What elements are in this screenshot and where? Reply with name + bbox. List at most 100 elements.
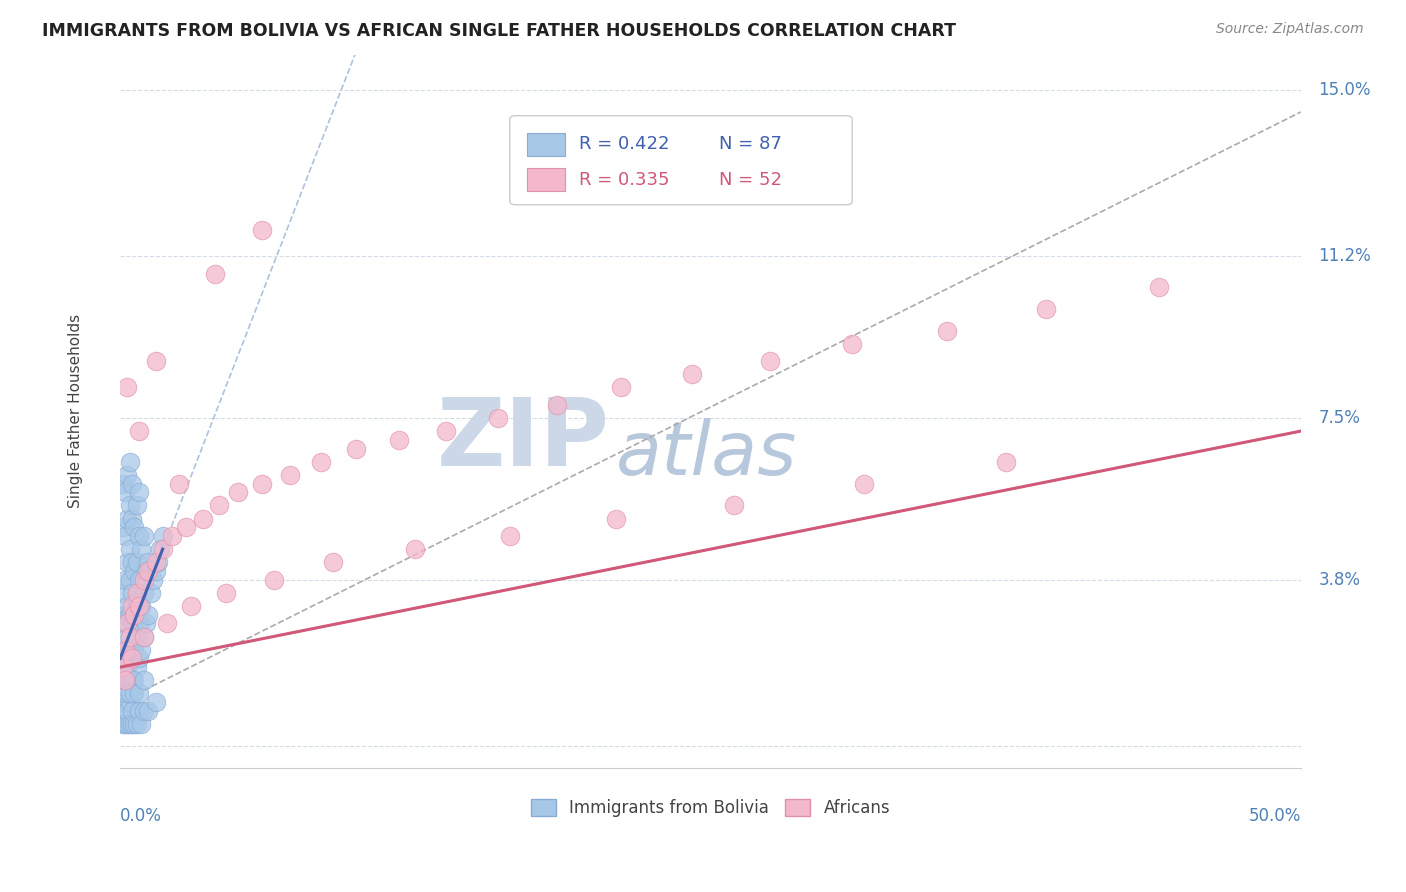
- Point: [128, 485, 150, 500]
- Point: [146, 555, 169, 569]
- Point: [174, 520, 197, 534]
- Point: [115, 630, 138, 644]
- Text: 50.0%: 50.0%: [1249, 807, 1301, 825]
- Point: [115, 660, 138, 674]
- Point: [132, 704, 155, 718]
- Point: [125, 499, 148, 513]
- Point: [114, 660, 136, 674]
- Point: [114, 642, 136, 657]
- Point: [118, 542, 141, 557]
- Point: [115, 467, 138, 482]
- Point: [135, 564, 157, 578]
- Point: [344, 442, 367, 456]
- Text: IMMIGRANTS FROM BOLIVIA VS AFRICAN SINGLE FATHER HOUSEHOLDS CORRELATION CHART: IMMIGRANTS FROM BOLIVIA VS AFRICAN SINGL…: [42, 22, 956, 40]
- Point: [135, 616, 157, 631]
- Point: [309, 455, 332, 469]
- Point: [115, 599, 138, 613]
- Text: 15.0%: 15.0%: [1319, 81, 1371, 99]
- Point: [132, 630, 155, 644]
- Point: [118, 630, 141, 644]
- Point: [145, 695, 167, 709]
- Point: [167, 476, 190, 491]
- Point: [841, 336, 863, 351]
- Point: [128, 529, 150, 543]
- Point: [111, 660, 134, 674]
- Point: [124, 673, 146, 688]
- Point: [118, 455, 141, 469]
- Point: [149, 542, 172, 557]
- Point: [191, 511, 214, 525]
- Text: R = 0.335: R = 0.335: [579, 171, 669, 189]
- Point: [138, 564, 160, 578]
- Point: [115, 616, 138, 631]
- Point: [250, 476, 273, 491]
- Point: [114, 529, 136, 543]
- Point: [111, 476, 134, 491]
- FancyBboxPatch shape: [510, 116, 852, 205]
- Point: [204, 267, 226, 281]
- Point: [131, 599, 153, 613]
- Point: [121, 651, 143, 665]
- Point: [125, 660, 148, 674]
- Point: [114, 695, 136, 709]
- Text: Source: ZipAtlas.com: Source: ZipAtlas.com: [1216, 22, 1364, 37]
- Point: [118, 573, 141, 587]
- Text: R = 0.422: R = 0.422: [579, 136, 669, 153]
- Point: [111, 616, 134, 631]
- Point: [1147, 280, 1170, 294]
- Point: [128, 616, 150, 631]
- Point: [124, 686, 146, 700]
- Point: [125, 630, 148, 644]
- Legend: Immigrants from Bolivia, Africans: Immigrants from Bolivia, Africans: [524, 792, 897, 823]
- Point: [114, 485, 136, 500]
- Point: [118, 717, 141, 731]
- Point: [250, 223, 273, 237]
- Point: [131, 642, 153, 657]
- Point: [121, 599, 143, 613]
- Point: [125, 555, 148, 569]
- FancyBboxPatch shape: [527, 133, 565, 155]
- Point: [215, 586, 238, 600]
- Point: [138, 607, 160, 622]
- Text: 11.2%: 11.2%: [1319, 247, 1371, 265]
- Text: 3.8%: 3.8%: [1319, 571, 1361, 589]
- Point: [115, 380, 138, 394]
- Point: [605, 511, 627, 525]
- Point: [546, 398, 568, 412]
- Point: [681, 368, 703, 382]
- Point: [132, 586, 155, 600]
- Point: [115, 555, 138, 569]
- Point: [128, 424, 150, 438]
- Point: [115, 717, 138, 731]
- Point: [499, 529, 522, 543]
- Point: [114, 717, 136, 731]
- Point: [322, 555, 344, 569]
- Point: [128, 599, 150, 613]
- Point: [131, 542, 153, 557]
- Point: [124, 520, 146, 534]
- Point: [139, 586, 162, 600]
- Point: [125, 586, 148, 600]
- Text: Single Father Households: Single Father Households: [67, 314, 83, 508]
- Point: [156, 616, 179, 631]
- Point: [128, 651, 150, 665]
- Point: [138, 555, 160, 569]
- Point: [115, 686, 138, 700]
- Point: [114, 673, 136, 688]
- Point: [118, 607, 141, 622]
- Point: [124, 564, 146, 578]
- Point: [128, 573, 150, 587]
- Point: [118, 673, 141, 688]
- Point: [114, 642, 136, 657]
- Point: [152, 529, 174, 543]
- Point: [388, 433, 411, 447]
- Point: [1035, 301, 1057, 316]
- Point: [145, 555, 167, 569]
- Text: 0.0%: 0.0%: [120, 807, 162, 825]
- Point: [758, 354, 780, 368]
- Point: [115, 704, 138, 718]
- Point: [852, 476, 875, 491]
- Point: [121, 686, 143, 700]
- Point: [121, 511, 143, 525]
- FancyBboxPatch shape: [527, 169, 565, 191]
